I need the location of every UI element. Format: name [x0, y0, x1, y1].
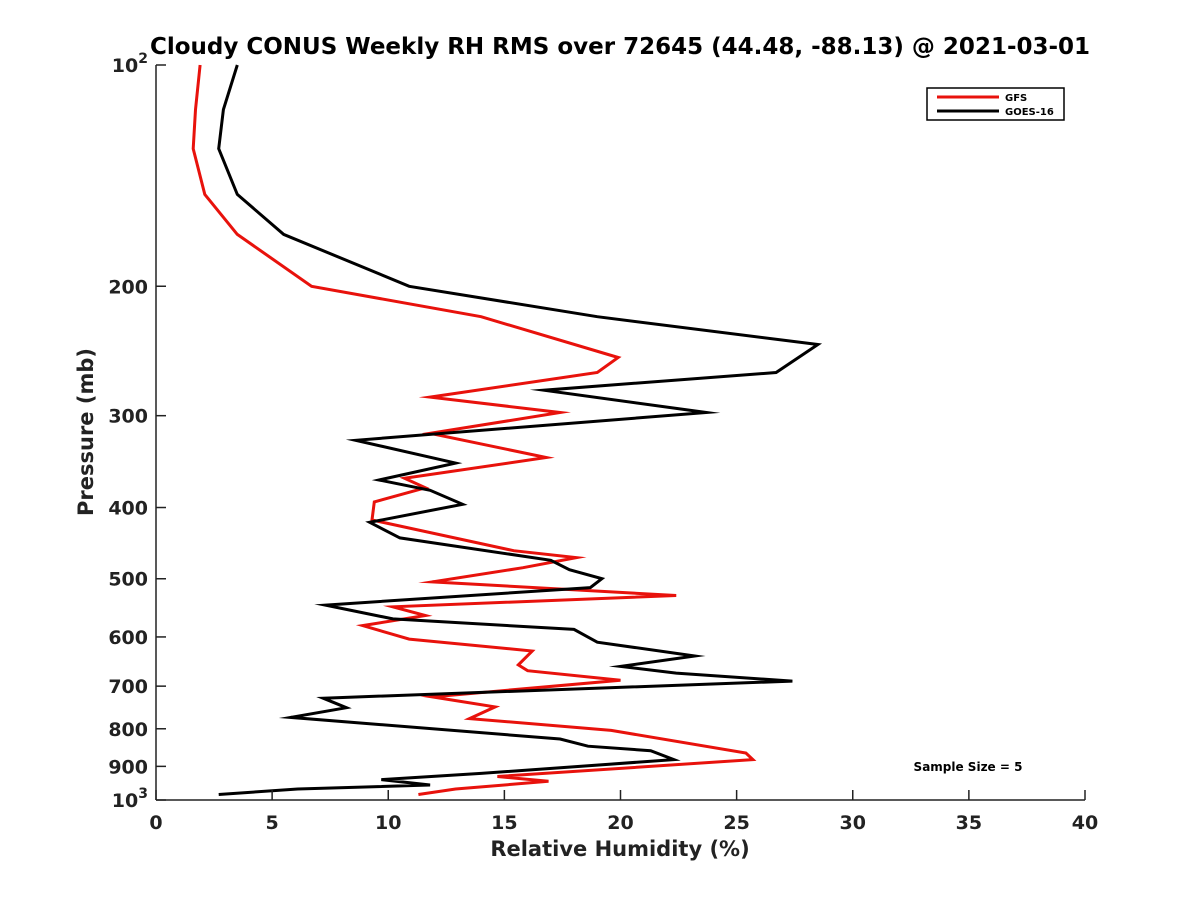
x-tick-label: 40 — [1072, 812, 1098, 834]
y-tick-label: 900 — [108, 756, 148, 778]
y-tick-label: 200 — [108, 276, 148, 298]
x-tick-label: 25 — [723, 812, 749, 834]
y-axis-label: Pressure (mb) — [74, 348, 98, 516]
sample-size-annotation: Sample Size = 5 — [914, 760, 1023, 774]
legend-entry-label: GOES-16 — [1005, 107, 1054, 118]
y-tick-label: 800 — [108, 719, 148, 741]
y-tick-label: 103 — [112, 786, 148, 812]
x-axis-label: Relative Humidity (%) — [490, 837, 749, 861]
x-tick-label: 30 — [840, 812, 866, 834]
x-tick-label: 20 — [607, 812, 633, 834]
series-line-goes-16 — [217, 64, 823, 796]
y-tick-label: 600 — [108, 627, 148, 649]
chart-title: Cloudy CONUS Weekly RH RMS over 72645 (4… — [150, 34, 1090, 60]
x-tick-label: 35 — [956, 812, 982, 834]
y-tick-label: 300 — [108, 406, 148, 428]
x-tick-label: 5 — [266, 812, 279, 834]
y-tick-label: 400 — [108, 498, 148, 520]
x-tick-label: 15 — [491, 812, 517, 834]
legend: GFS GOES-16 — [926, 87, 1065, 121]
x-tick-label: 0 — [149, 812, 162, 834]
ticks-layer: 0 5 10 15 20 25 30 35 40 102 200 300 400 500 600 700 800… — [108, 51, 1098, 834]
y-tick-label: 500 — [108, 569, 148, 591]
series-layer — [191, 64, 823, 796]
legend-box — [926, 87, 1065, 121]
x-tick-label: 10 — [375, 812, 401, 834]
series-line-gfs — [191, 64, 757, 796]
legend-entry-label: GFS — [1005, 93, 1027, 104]
y-tick-label: 102 — [112, 51, 148, 77]
y-tick-label: 700 — [108, 676, 148, 698]
